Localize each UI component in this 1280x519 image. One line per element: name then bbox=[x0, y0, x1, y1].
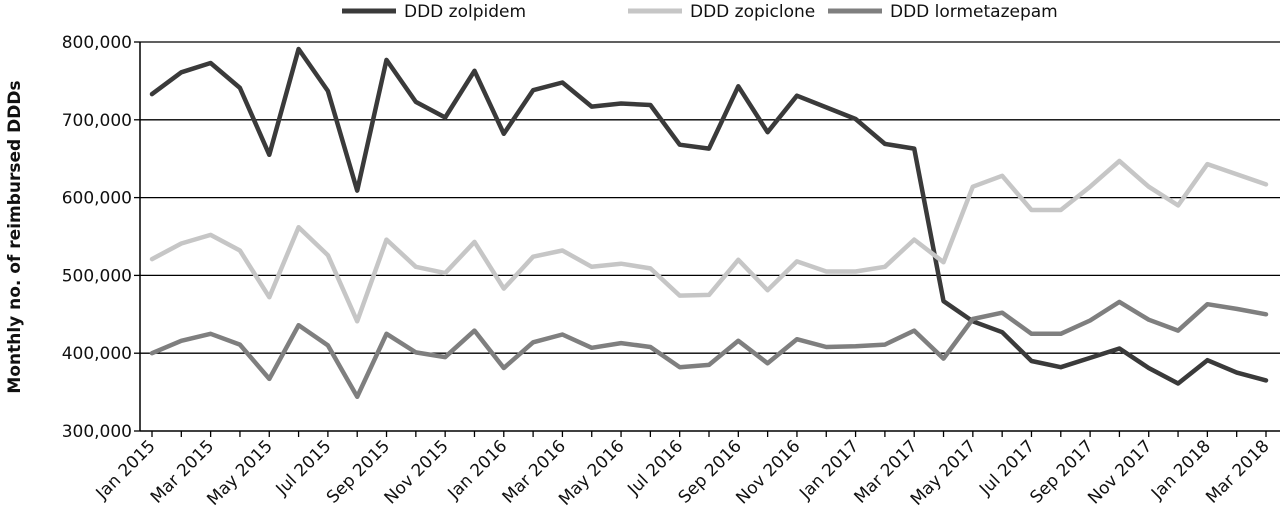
series-line-ddd-lormetazepam bbox=[149, 299, 1269, 400]
y-axis-ticks: 300,000 400,000 500,000 600,000 700,000 800,0… bbox=[62, 33, 140, 442]
legend-label: DDD zopiclone bbox=[690, 2, 815, 22]
y-tick-label: 600,000 bbox=[62, 189, 132, 209]
series-lines bbox=[149, 46, 1269, 400]
x-tick-label: Nov 2017 bbox=[1084, 436, 1156, 508]
series-line-ddd-zolpidem bbox=[149, 46, 1269, 386]
y-tick-label: 500,000 bbox=[62, 266, 132, 286]
chart-legend: DDD zolpidem DDD zopiclone DDD lormetazepa… bbox=[342, 2, 1058, 22]
legend-label: DDD lormetazepam bbox=[890, 2, 1058, 22]
y-tick-label: 800,000 bbox=[62, 33, 132, 53]
y-tick-label: 700,000 bbox=[62, 111, 132, 131]
y-axis-title: Monthly no. of reimbursed DDDs bbox=[5, 80, 25, 393]
series-line-ddd-zopiclone bbox=[149, 158, 1269, 324]
x-tick-label: Nov 2015 bbox=[381, 436, 453, 508]
x-tick-label: Mar 2018 bbox=[1202, 436, 1273, 507]
y-tick-label: 300,000 bbox=[62, 422, 132, 442]
y-tick-label: 400,000 bbox=[62, 344, 132, 364]
x-tick-label: Nov 2016 bbox=[732, 436, 804, 508]
legend-label: DDD zolpidem bbox=[404, 2, 526, 22]
